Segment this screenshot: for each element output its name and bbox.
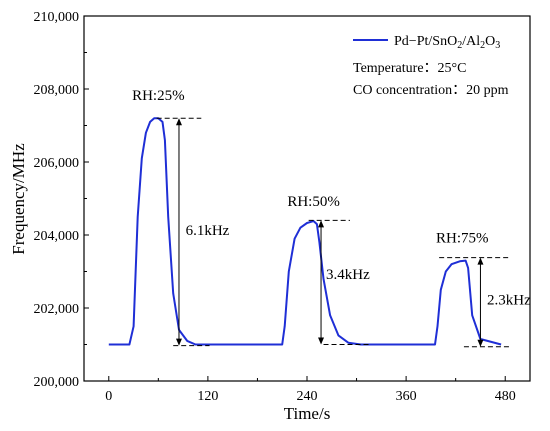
arrow-head-up (318, 220, 325, 228)
annotations: RH:25% 6.1kHz RH:50% 3.4kHz RH:75% 2.3kHz (132, 88, 531, 348)
delta-label: 6.1kHz (186, 223, 230, 239)
plot-area (108, 117, 502, 346)
y-tick-label: 202,000 (34, 302, 80, 317)
rh-label: RH:25% (132, 88, 185, 104)
y-tick-label: 208,000 (34, 83, 80, 98)
note-text: Temperature：25°C (353, 61, 466, 76)
arrow-head-up (477, 257, 484, 265)
arrow-head-down (318, 337, 325, 345)
y-tick-label: 210,000 (34, 10, 80, 25)
arrow-head-down (477, 339, 484, 347)
x-tick-label: 120 (197, 389, 218, 404)
delta-label: 2.3kHz (487, 292, 531, 308)
delta-label: 3.4kHz (326, 267, 370, 283)
rh-label: RH:75% (436, 230, 489, 246)
legend-label: Pd−Pt/SnO2/Al2O3 (394, 34, 500, 51)
y-tick-label: 200,000 (34, 375, 80, 390)
arrow-head-down (175, 338, 182, 346)
x-axis-title: Time/s (284, 404, 331, 423)
y-tick-label: 204,000 (34, 229, 80, 244)
x-tick-label: 480 (495, 389, 516, 404)
axes: 0 120 240 360 480 200,000 202,000 204,000 206,00… (34, 10, 531, 404)
x-tick-label: 240 (297, 389, 318, 404)
note-text: CO concentration：20 ppm (353, 83, 509, 98)
arrow-head-up (175, 118, 182, 126)
y-tick-label: 206,000 (34, 156, 80, 171)
y-axis-title: Frequency/MHz (9, 143, 28, 255)
rh-label: RH:50% (287, 194, 340, 210)
series-line (108, 117, 502, 346)
x-tick-label: 0 (105, 389, 112, 404)
legend: Pd−Pt/SnO2/Al2O3 Temperature：25°C CO conce… (353, 34, 509, 98)
x-tick-label: 360 (396, 389, 417, 404)
